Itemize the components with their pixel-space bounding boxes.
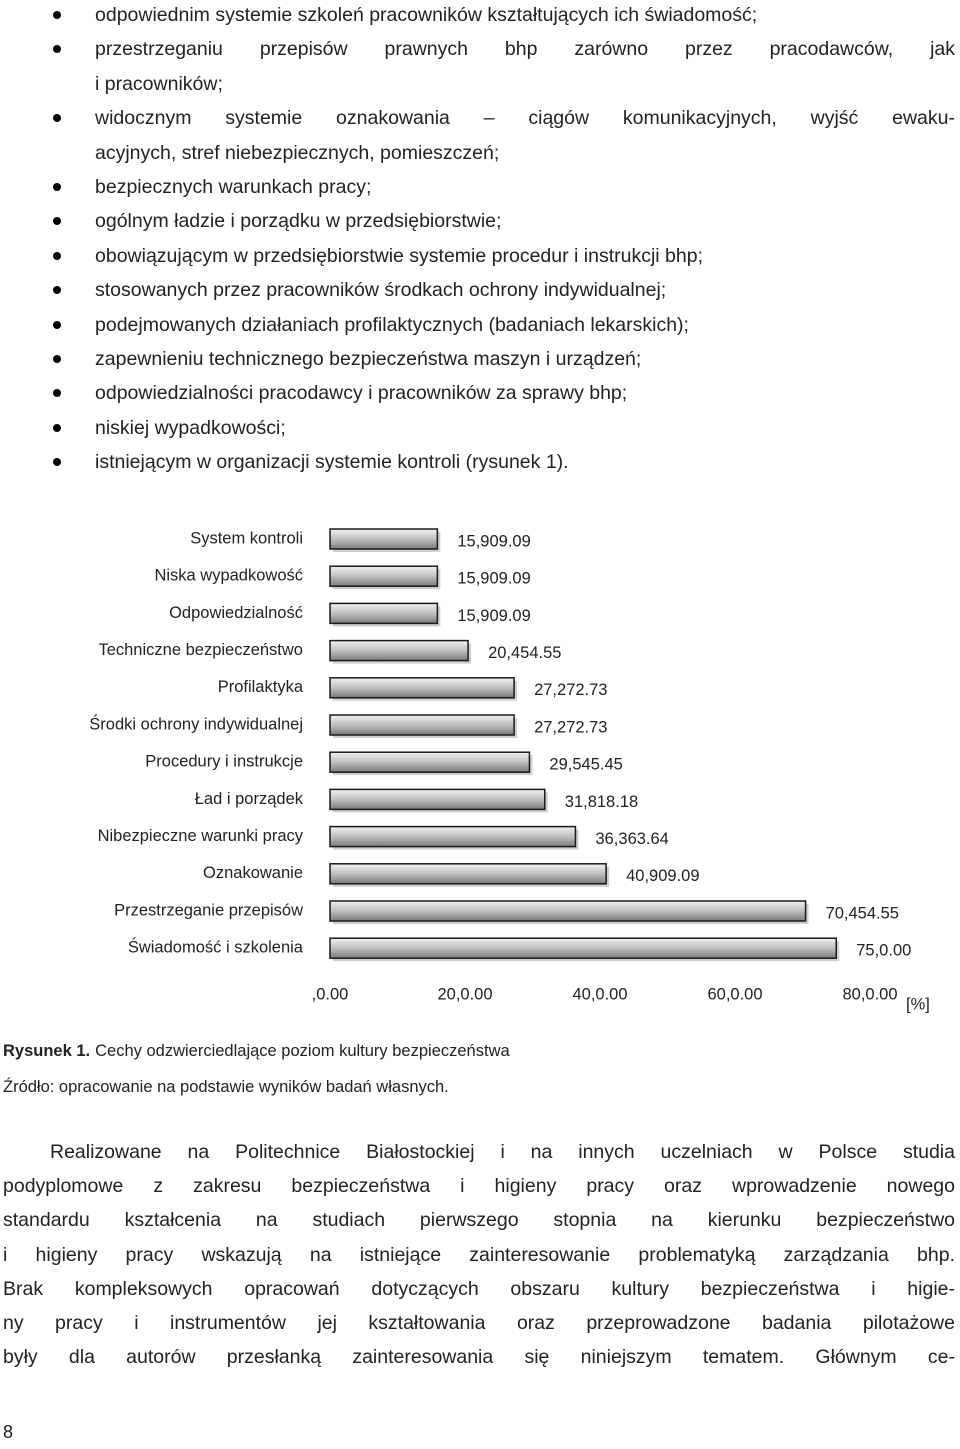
bar [329,788,546,811]
bullet-dot [53,458,61,467]
bullet-dot [53,251,61,260]
category-label: Profilaktyka [218,678,304,696]
bullet-dot [53,183,61,191]
x-tick-label: 80,0.00 [842,985,897,1003]
category-label: Środki ochrony indywidualnej [89,714,303,733]
value-label: 75,0.00 [856,942,911,960]
value-label: 27,272.73 [534,681,607,699]
paragraph-line: były dla autorów przesłanką zainteresowa… [3,1346,955,1369]
category-label: Ład i porządek [195,790,304,808]
category-label: Przestrzeganie przepisów [114,901,303,919]
bullet-dot [53,217,61,226]
bullet-dot [53,355,61,363]
value-label: 27,272.73 [534,718,607,736]
x-tick-label: 60,0.00 [707,985,762,1003]
bullet-text: odpowiednim systemie szkoleń pracowników… [95,4,758,26]
paragraph-line: Realizowane na Politechnice Białostockie… [50,1141,955,1163]
bullet-text: przestrzeganiu przepisów prawnych bhp za… [95,38,955,61]
value-label: 15,909.09 [457,570,530,588]
paragraph-line: ny pracy i instrumentów jej kształtowani… [3,1312,955,1334]
bar [329,825,577,848]
bar [329,639,469,662]
bullet-text: i pracowników; [95,72,223,95]
bar [329,863,607,885]
bullet-dot [53,11,61,19]
bar [329,677,515,699]
bullet-text: ogólnym ładzie i porządku w przedsiębior… [95,210,502,233]
source: Źródło: opracowanie na podstawie wyników… [3,1078,449,1096]
bar [329,751,531,773]
category-label: Nibezpieczne warunki pracy [98,827,304,845]
bullet-text: obowiązującym w przedsiębiorstwie system… [95,244,703,267]
category-label: System kontroli [190,529,303,547]
bullet-text: acyjnych, stref niebezpiecznych, pomiesz… [95,141,500,164]
bullet-dot [53,423,61,432]
value-label: 40,909.09 [626,867,699,885]
bullet-dot [53,114,61,123]
category-label: Niska wypadkowość [154,567,303,585]
bullet-dot [53,320,61,329]
bar [329,937,837,959]
category-label: Świadomość i szkolenia [128,938,304,957]
value-label: 20,454.55 [488,644,561,662]
bar [329,714,515,736]
caption-label: Rysunek 1. [3,1042,91,1060]
value-label: 31,818.18 [565,793,638,811]
value-label: 15,909.09 [457,532,530,550]
category-label: Techniczne bezpieczeństwo [98,641,303,659]
caption: Rysunek 1. Cechy odzwierciedlające poziom… [3,1034,510,1068]
category-label: Oznakowanie [203,864,303,882]
bar [329,565,439,587]
bullet-text: podejmowanych działaniach profilaktyczny… [95,313,689,336]
bullet-text: odpowiedzialności pracodawcy i pracownik… [95,382,628,405]
category-label: Procedury i instrukcje [145,753,303,771]
bullet-dot [53,389,61,398]
bullet-text: bezpiecznych warunkach pracy; [95,176,372,198]
page-number: 8 [3,1422,14,1442]
bullet-text: zapewnieniu technicznego bezpieczeństwa … [95,348,642,370]
bullet-text: niskiej wypadkowości; [95,416,286,439]
value-label: 29,545.45 [549,756,622,774]
bar [329,528,439,550]
category-label: Odpowiedzialność [169,604,303,622]
bullet-dot [53,286,61,295]
paragraph-line: Brak kompleksowych opracowań dotyczących… [3,1277,955,1300]
paragraph-line: i higieny pracy wskazują na istniejące z… [3,1243,955,1266]
bullet-dot [53,45,61,54]
bar [329,602,439,625]
value-label: 15,909.09 [457,607,530,625]
x-tick-label: ,0.00 [312,985,349,1003]
bar [329,900,807,922]
paragraph-line: podyplomowe z zakresu bezpieczeństwa i h… [3,1175,955,1198]
value-label: 70,454.55 [826,904,899,922]
caption-text: Cechy odzwierciedlające poziom kultury b… [95,1042,510,1060]
bullet-text: stosowanych przez pracowników środkach o… [95,279,667,302]
x-axis-unit: [%] [906,995,930,1013]
bullet-text: istniejącym w organizacji systemie kontr… [95,451,569,474]
bullet-text: widocznym systemie oznakowania – ciągów … [95,107,955,130]
x-tick-label: 20,0.00 [437,985,492,1003]
value-label: 36,363.64 [595,830,668,848]
x-tick-label: 40,0.00 [572,985,627,1003]
paragraph-line: standardu kształcenia na studiach pierws… [3,1209,955,1232]
